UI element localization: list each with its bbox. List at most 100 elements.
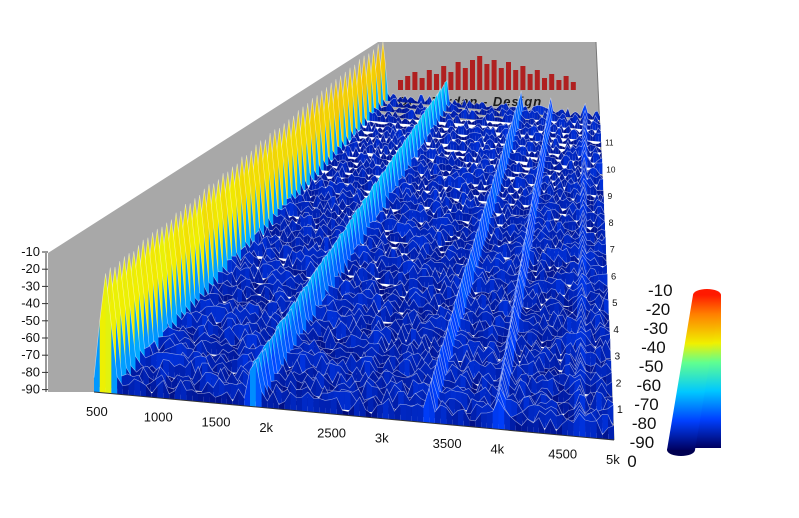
logo-bar [549,74,555,90]
surface-cell [459,201,464,211]
surface-cell [386,102,390,112]
surface-cell [513,216,518,226]
surface-cell [496,111,500,117]
surface-cell [445,156,449,166]
surface-cell [323,160,327,171]
logo-bar [441,66,447,90]
surface-cell [383,231,388,247]
surface-cell [590,161,594,169]
surface-cell [303,188,307,202]
surface-cell [398,101,401,108]
surface-cell [268,218,273,231]
surface-cell [530,141,534,152]
surface-cell [383,152,387,161]
surface-cell [462,182,466,195]
surface-cell [337,146,341,156]
surface-cell [476,110,480,115]
slice-outline [363,53,601,135]
surface-cell [468,119,472,125]
surface-cell [543,280,548,294]
surface-cell [483,132,487,143]
surface-cell [254,230,259,246]
surface-cell [570,244,575,259]
surface-cell [325,171,329,177]
slice-outline [310,95,604,192]
slice-outline [252,140,607,256]
surface-cell [564,118,567,128]
surface-cell [390,128,393,140]
surface-cell [397,96,401,102]
surface-cell [533,142,536,153]
surface-cell [447,126,451,134]
surface-cell [554,157,558,165]
surface-cell [382,41,386,101]
surface-cell [271,226,276,237]
surface-cell [495,148,499,160]
surface-cell [500,183,505,193]
surface-cell [471,182,475,190]
surface-cell [342,165,346,178]
surface-cell [494,136,498,144]
surface-cell [412,97,415,104]
surface-cell [469,151,473,163]
surface-cell [469,172,474,185]
surface-cell [522,167,526,173]
surface-cell [573,139,577,145]
surface-cell [424,198,428,207]
surface-cell [567,181,571,193]
surface-cell [537,111,540,120]
surface-cell [569,151,573,161]
surface-cell [441,232,446,247]
surface-cell [493,232,498,246]
surface-cell [466,172,470,184]
surface-cell [350,67,353,136]
surface-cell [499,130,503,139]
surface-cell [590,194,594,201]
surface-cell [517,186,521,194]
logo-bar [405,76,411,90]
surface-cell [355,147,359,158]
surface-cell [466,109,469,119]
surface-cell [357,181,362,191]
surface-cell [550,146,554,154]
surface-cell [471,109,475,120]
surface-cell [462,231,467,243]
surface-cell [508,168,512,177]
surface-cell [448,175,452,188]
surface-cell [424,176,429,186]
surface-cell [448,163,453,172]
surface-cell [354,156,358,163]
surface-cell [456,141,460,151]
surface-cell [454,176,458,189]
surface-cell [443,205,447,215]
surface-cell [351,158,355,163]
surface-cell [466,99,470,109]
surface-cell [262,263,268,279]
surface-cell [593,185,597,196]
surface-cell [475,168,479,180]
slice-outline [257,139,606,249]
surface-cell [463,109,467,119]
surface-cell [545,175,549,186]
surface-cell [366,196,370,234]
surface-cell [371,122,375,132]
surface-cell [441,137,445,144]
surface-cell [488,222,493,235]
surface-cell [418,101,422,110]
surface-cell [456,102,460,108]
surface-cell [455,219,459,232]
surface-cell [285,207,290,222]
surface-cell [473,220,478,234]
surface-cell [439,163,443,171]
surface-cell [364,190,368,197]
logo-bar [470,60,475,90]
surface-cell [568,137,571,145]
surface-cell [489,174,493,186]
surface-cell [427,132,431,143]
surface-cell [529,109,533,120]
surface-cell [466,151,470,163]
surface-cell [365,135,369,143]
surface-cell [300,183,305,196]
surface-cell [405,111,409,119]
surface-cell [556,138,560,149]
